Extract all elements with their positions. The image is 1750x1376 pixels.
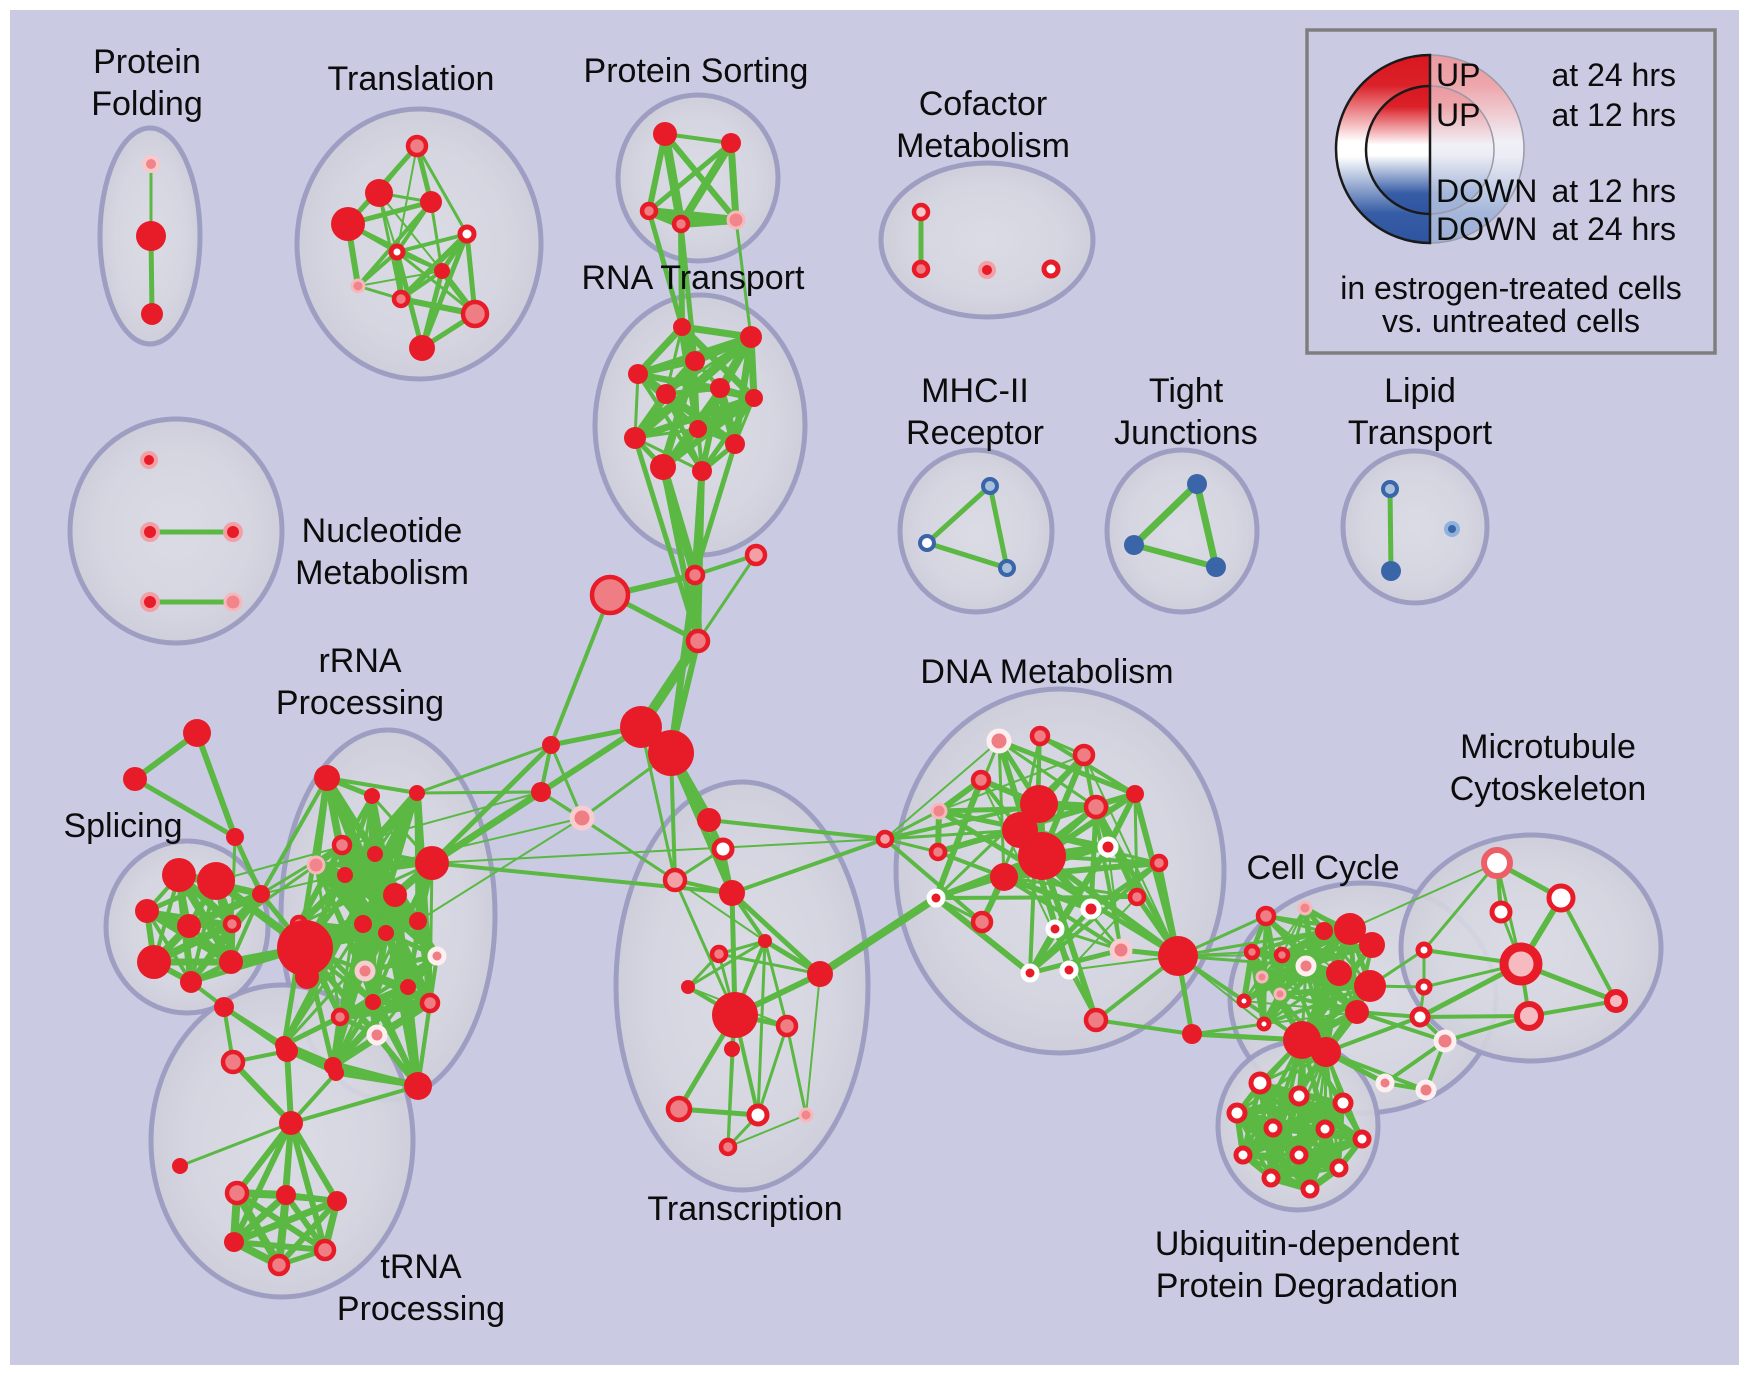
svg-text:Transcription: Transcription (647, 1190, 842, 1228)
svg-text:Tight: Tight (1149, 372, 1224, 410)
svg-text:Protein: Protein (93, 43, 201, 81)
svg-text:DOWN: DOWN (1436, 211, 1537, 247)
svg-text:RNA Transport: RNA Transport (582, 259, 806, 297)
svg-text:Cytoskeleton: Cytoskeleton (1450, 770, 1647, 808)
svg-text:Processing: Processing (337, 1290, 505, 1328)
svg-text:Junctions: Junctions (1114, 414, 1258, 452)
svg-text:Processing: Processing (276, 684, 444, 722)
svg-text:tRNA: tRNA (380, 1248, 462, 1286)
svg-text:UP: UP (1436, 57, 1480, 93)
svg-text:Transport: Transport (1348, 414, 1493, 452)
svg-text:Folding: Folding (91, 85, 203, 123)
svg-text:at 12 hrs: at 12 hrs (1551, 97, 1676, 133)
svg-text:Cell Cycle: Cell Cycle (1246, 849, 1399, 887)
svg-text:in estrogen-treated cells: in estrogen-treated cells (1340, 270, 1682, 306)
svg-text:DOWN: DOWN (1436, 173, 1537, 209)
svg-text:Translation: Translation (328, 60, 495, 98)
svg-text:Metabolism: Metabolism (896, 127, 1070, 165)
svg-text:Lipid: Lipid (1384, 372, 1456, 410)
svg-text:rRNA: rRNA (318, 642, 401, 680)
svg-text:Receptor: Receptor (906, 414, 1044, 452)
svg-text:UP: UP (1436, 97, 1480, 133)
svg-text:at 12 hrs: at 12 hrs (1551, 173, 1676, 209)
svg-text:Nucleotide: Nucleotide (302, 512, 463, 550)
svg-text:Protein Sorting: Protein Sorting (584, 52, 809, 90)
svg-text:MHC-II: MHC-II (921, 372, 1029, 410)
svg-text:at 24 hrs: at 24 hrs (1551, 57, 1676, 93)
svg-text:DNA Metabolism: DNA Metabolism (920, 653, 1173, 691)
svg-text:Metabolism: Metabolism (295, 554, 469, 592)
svg-text:at 24 hrs: at 24 hrs (1551, 211, 1676, 247)
svg-text:vs. untreated cells: vs. untreated cells (1382, 303, 1640, 339)
svg-text:Ubiquitin-dependent: Ubiquitin-dependent (1155, 1225, 1460, 1263)
svg-text:Cofactor: Cofactor (919, 85, 1048, 123)
svg-text:Microtubule: Microtubule (1460, 728, 1636, 766)
svg-text:Splicing: Splicing (63, 807, 182, 845)
svg-text:Protein Degradation: Protein Degradation (1156, 1267, 1458, 1305)
